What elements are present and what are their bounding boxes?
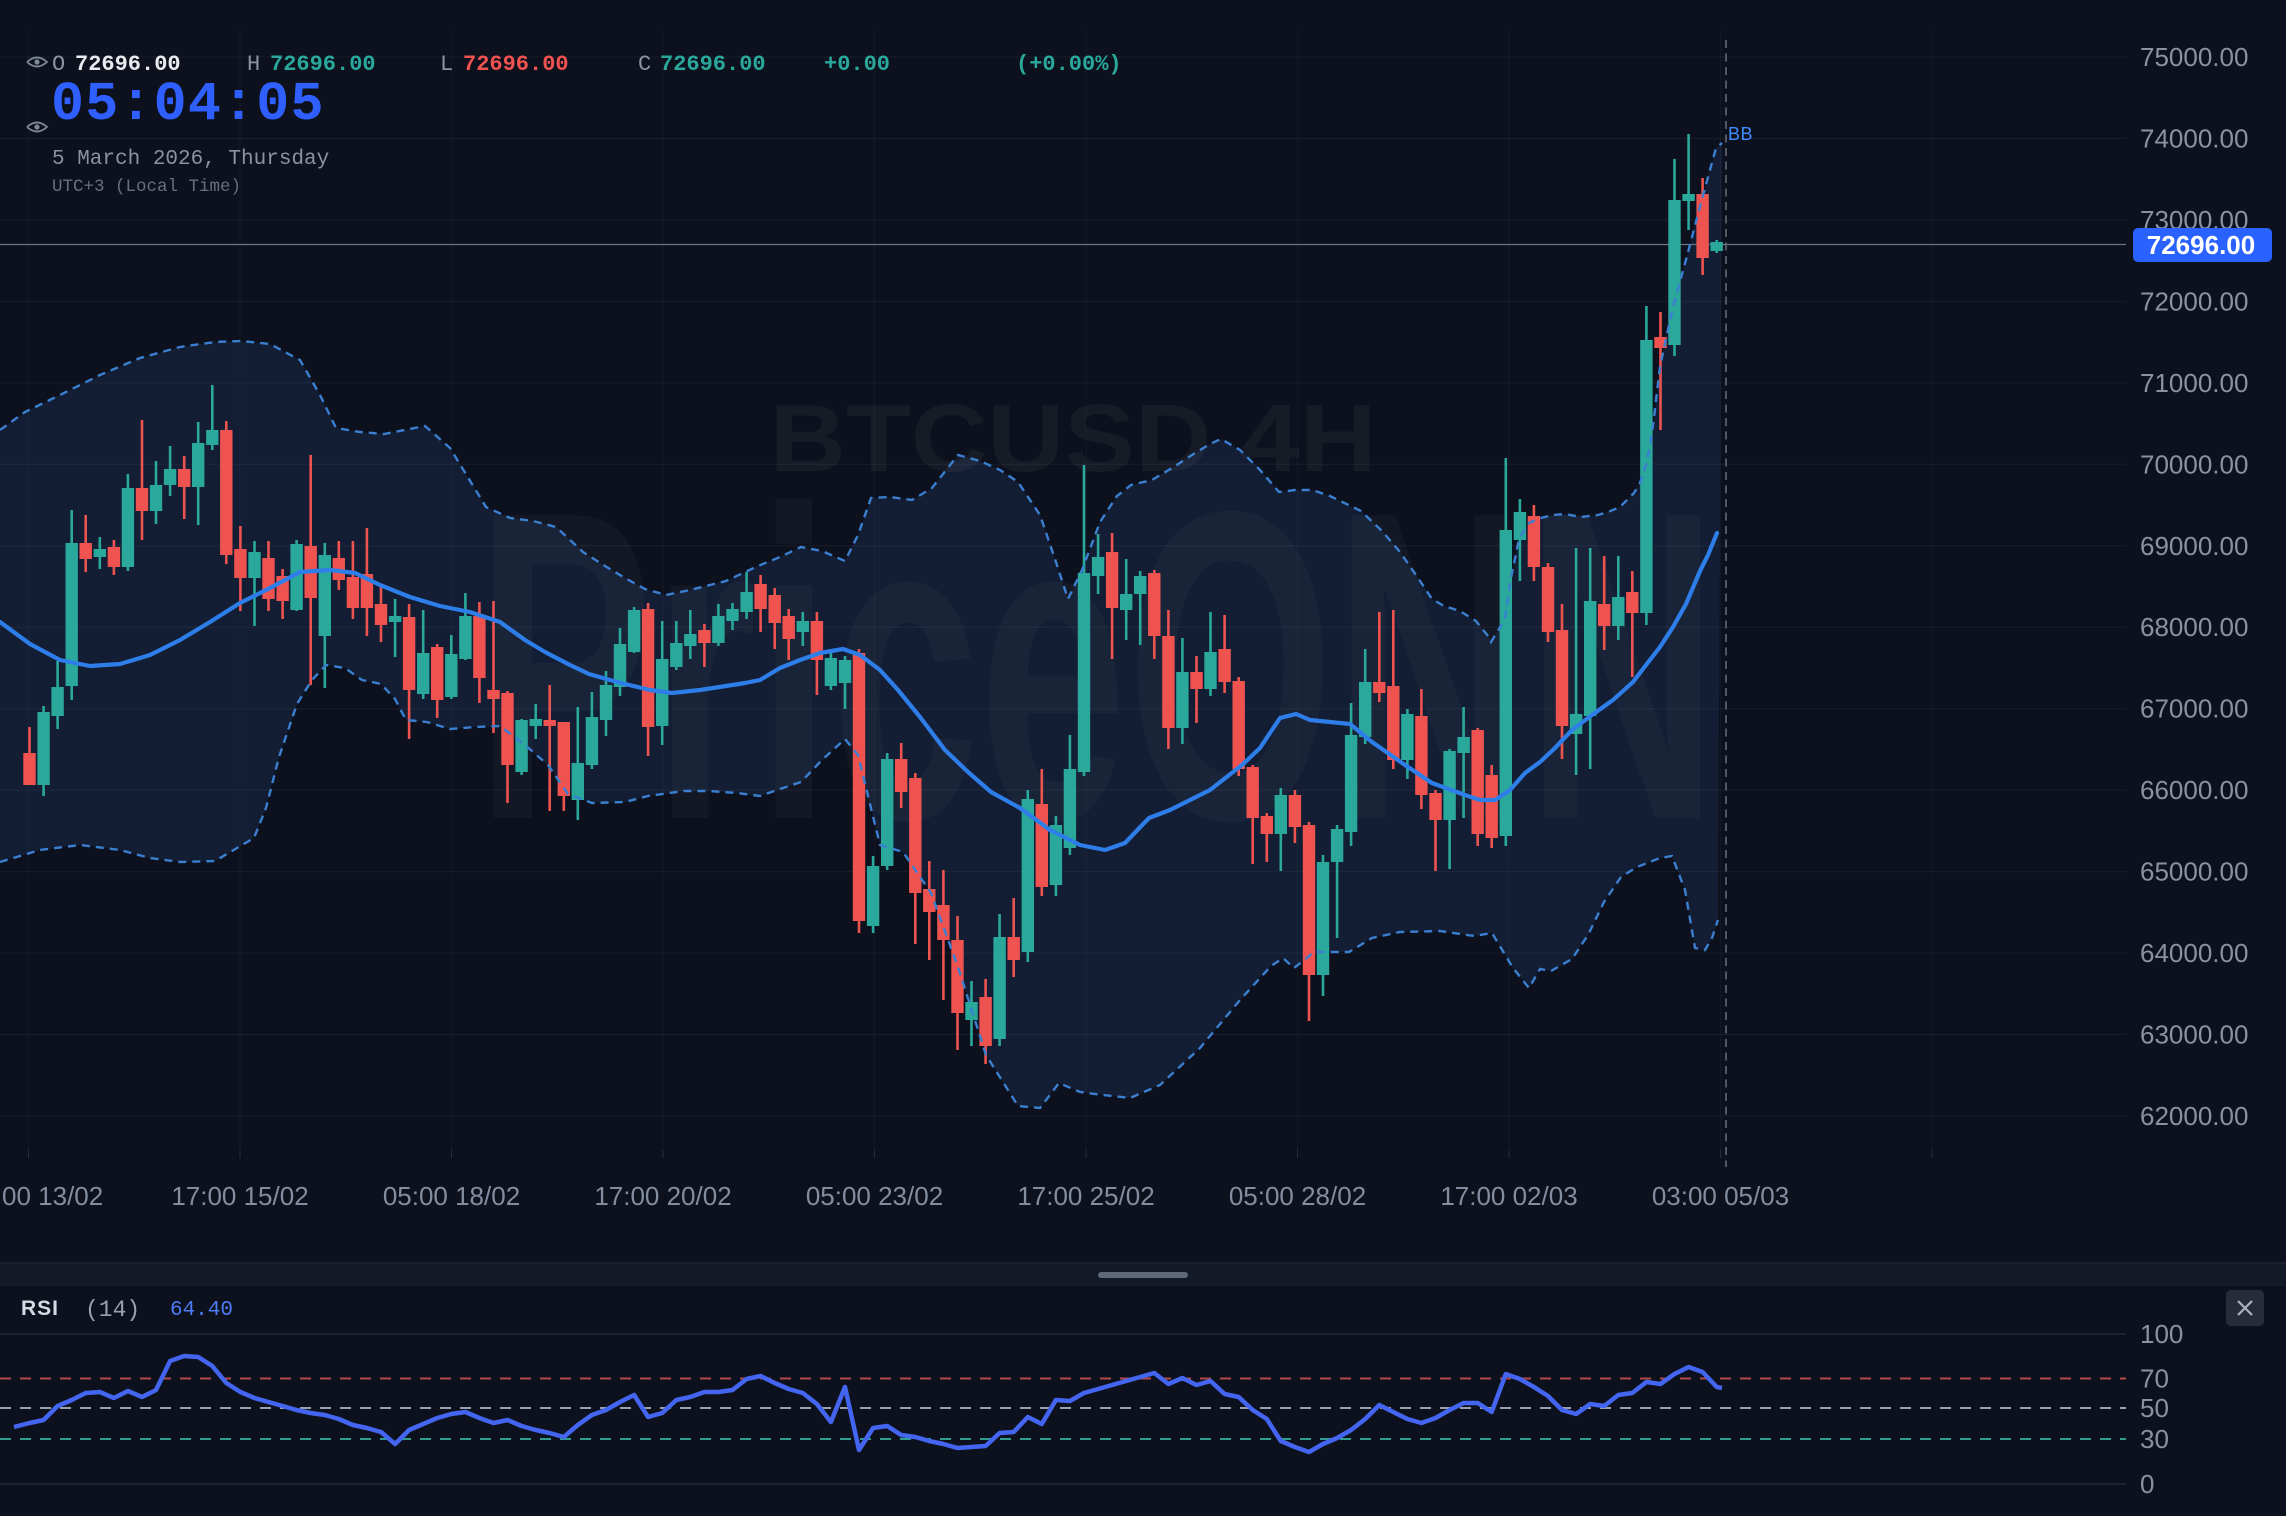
svg-text:64000.00: 64000.00: [2140, 938, 2248, 968]
svg-text:63000.00: 63000.00: [2140, 1020, 2248, 1050]
svg-text:69000.00: 69000.00: [2140, 531, 2248, 561]
svg-text:62000.00: 62000.00: [2140, 1101, 2248, 1131]
svg-text:RSI: RSI: [21, 1297, 59, 1320]
svg-text:70: 70: [2140, 1364, 2169, 1394]
svg-text:05:00 28/02: 05:00 28/02: [1229, 1181, 1366, 1211]
svg-text:72696.00: 72696.00: [270, 52, 376, 77]
svg-text:BTCUSD 4H: BTCUSD 4H: [770, 385, 1377, 492]
svg-text:17:00 25/02: 17:00 25/02: [1017, 1181, 1154, 1211]
svg-text:64.40: 64.40: [170, 1299, 233, 1322]
svg-text:05:00 18/02: 05:00 18/02: [383, 1181, 520, 1211]
svg-text:L: L: [440, 52, 453, 77]
svg-text:H: H: [247, 52, 260, 77]
svg-text:00 13/02: 00 13/02: [2, 1181, 103, 1211]
svg-text:17:00 02/03: 17:00 02/03: [1440, 1181, 1577, 1211]
svg-text:72000.00: 72000.00: [2140, 286, 2248, 316]
svg-text:65000.00: 65000.00: [2140, 857, 2248, 887]
svg-text:+0.00: +0.00: [824, 52, 890, 77]
svg-text:70000.00: 70000.00: [2140, 449, 2248, 479]
svg-text:68000.00: 68000.00: [2140, 612, 2248, 642]
svg-text:C: C: [638, 52, 651, 77]
svg-text:71000.00: 71000.00: [2140, 368, 2248, 398]
svg-text:5 March 2026, Thursday: 5 March 2026, Thursday: [52, 148, 329, 171]
svg-text:30: 30: [2140, 1424, 2169, 1454]
svg-text:17:00 20/02: 17:00 20/02: [594, 1181, 731, 1211]
svg-text:67000.00: 67000.00: [2140, 694, 2248, 724]
svg-text:66000.00: 66000.00: [2140, 775, 2248, 805]
svg-text:(+0.00%): (+0.00%): [1016, 52, 1122, 77]
svg-text:O: O: [52, 52, 65, 77]
svg-text:50: 50: [2140, 1393, 2169, 1423]
svg-text:UTC+3 (Local Time): UTC+3 (Local Time): [52, 177, 241, 197]
svg-text:0: 0: [2140, 1469, 2154, 1499]
svg-text:100: 100: [2140, 1319, 2183, 1349]
svg-text:72696.00: 72696.00: [463, 52, 569, 77]
svg-text:17:00 15/02: 17:00 15/02: [171, 1181, 308, 1211]
svg-text:74000.00: 74000.00: [2140, 124, 2248, 154]
svg-text:03:00 05/03: 03:00 05/03: [1652, 1181, 1789, 1211]
svg-text:05:00 23/02: 05:00 23/02: [806, 1181, 943, 1211]
svg-text:BB: BB: [1728, 124, 1753, 144]
svg-text:72696.00: 72696.00: [75, 52, 181, 77]
svg-text:72696.00: 72696.00: [660, 52, 766, 77]
svg-text:(14): (14): [85, 1297, 140, 1323]
svg-text:72696.00: 72696.00: [2147, 230, 2255, 260]
svg-text:05:04:05: 05:04:05: [51, 73, 325, 136]
svg-text:75000.00: 75000.00: [2140, 42, 2248, 72]
